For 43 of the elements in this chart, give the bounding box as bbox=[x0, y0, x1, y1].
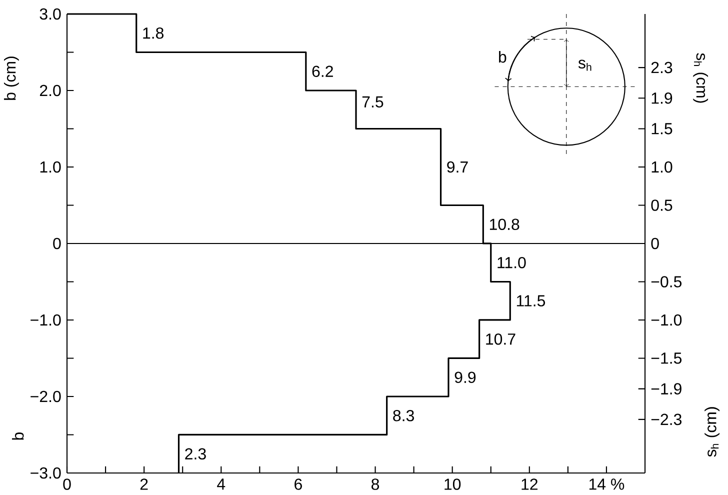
annotation: 10.8 bbox=[490, 218, 520, 230]
x-tick-label: 2 bbox=[140, 478, 148, 490]
annotation: 11.5 bbox=[516, 295, 546, 306]
annotation: 6.2 bbox=[312, 66, 333, 78]
y2-tick-label: −0.5 bbox=[651, 276, 682, 288]
x-tick-label: 6 bbox=[294, 478, 302, 490]
y2-tick-label: 1.0 bbox=[652, 161, 672, 173]
annotation: 8.3 bbox=[393, 410, 414, 422]
y2-tick-label: 0 bbox=[651, 238, 659, 250]
y2-tick-label: −1.9 bbox=[651, 383, 682, 394]
y-tick-label: −1.0 bbox=[30, 314, 61, 326]
x-tick-label: 4 bbox=[217, 478, 226, 490]
annotation: s$_{h}$ bbox=[578, 60, 592, 71]
x-tick-label: 0 bbox=[63, 478, 71, 490]
annotation: 9.9 bbox=[454, 372, 476, 384]
y-tick-label: −3.0 bbox=[30, 467, 61, 479]
x-tick-label: 8 bbox=[372, 478, 380, 490]
y2-tick-label: −1.0 bbox=[651, 314, 682, 326]
annotation: 2.3 bbox=[185, 448, 206, 460]
annotation: 7.5 bbox=[362, 96, 384, 108]
y-tick-label: 3.0 bbox=[40, 8, 61, 20]
y2-axis-title: s$_{h}$ (cm) bbox=[693, 53, 708, 103]
annotation: 1.8 bbox=[143, 27, 164, 39]
y2-tick-label: 0.5 bbox=[651, 200, 672, 211]
text: s$_{h}$ (cm) bbox=[704, 407, 720, 457]
y-axis-title: b (cm) bbox=[4, 56, 19, 100]
y2-tick-label: 2.3 bbox=[651, 62, 672, 74]
x-tick-label: 12 bbox=[522, 478, 538, 490]
text: b bbox=[12, 432, 24, 440]
y2-tick-label: 1.9 bbox=[652, 92, 672, 104]
annotation: b bbox=[499, 50, 506, 63]
y-tick-label: −2.0 bbox=[30, 390, 61, 402]
y2-tick-label: −2.3 bbox=[651, 414, 682, 426]
y-tick-label: 0 bbox=[53, 238, 61, 250]
y2-tick-label: 1.5 bbox=[652, 123, 672, 134]
annotation: 10.7 bbox=[486, 333, 516, 345]
y-tick-label: 1.0 bbox=[40, 161, 61, 173]
x-tick-label: 14 % bbox=[589, 478, 624, 490]
y2-tick-label: −1.5 bbox=[651, 352, 682, 364]
annotation: 9.7 bbox=[447, 161, 468, 173]
annotation: 11.0 bbox=[498, 256, 526, 268]
x-tick-label: 10 bbox=[444, 478, 461, 490]
y-tick-label: 2.0 bbox=[40, 84, 61, 96]
